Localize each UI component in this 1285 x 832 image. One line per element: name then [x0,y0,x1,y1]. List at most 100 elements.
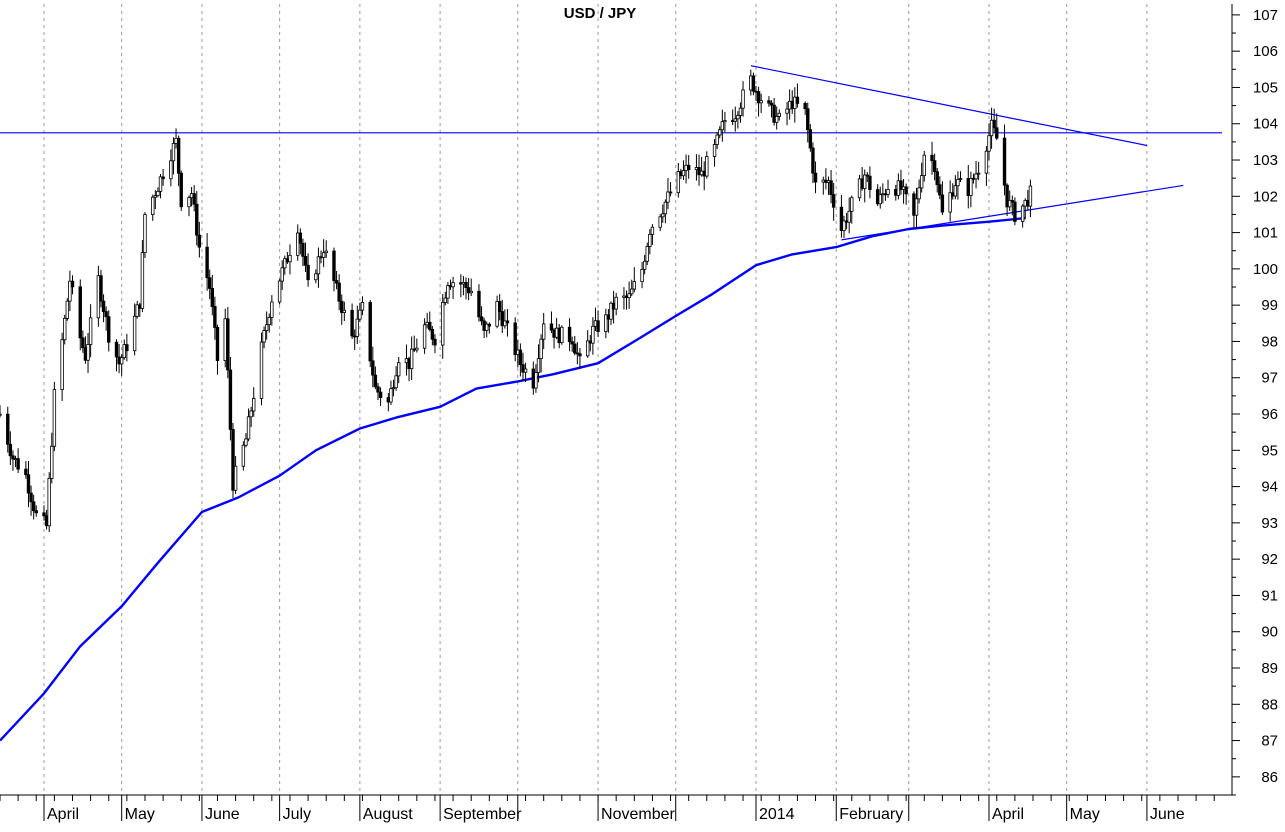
price-body [953,185,958,197]
price-body [720,121,725,131]
price-body [78,286,82,339]
y-tick-label: 97 [1261,370,1278,387]
y-tick-label: 105 [1253,79,1278,96]
price-body [187,197,191,208]
price-body [368,302,372,362]
y-tick-label: 88 [1261,696,1278,713]
price-body [226,318,230,371]
price-body [767,100,771,104]
price-body [158,176,163,192]
price-body [358,309,362,320]
price-body [578,353,582,357]
price-body [143,214,147,253]
price-body [446,285,450,299]
moving-average-line [0,216,1026,742]
price-body [922,154,926,177]
price-body [176,137,181,174]
price-body [409,348,414,370]
price-body [65,300,70,319]
price-body [1008,199,1012,208]
price-body [114,341,119,358]
price-body [171,143,176,162]
price-body [301,242,305,257]
price-body [16,458,20,470]
price-body [995,127,999,139]
y-tick-label: 100 [1253,261,1278,278]
price-body [469,290,473,294]
price-body [585,340,590,357]
price-body [645,246,649,262]
price-body [233,465,238,491]
price-body [992,119,996,129]
price-body [262,330,266,343]
price-body [70,280,75,288]
x-tick-label: June [1150,806,1185,823]
price-body [296,232,300,256]
price-body [298,232,303,244]
price-body [686,164,691,171]
price-body [886,188,890,195]
y-tick-label: 92 [1261,551,1278,568]
price-body [215,326,220,361]
price-body [774,115,779,123]
x-tick-label: April [47,806,79,823]
price-body [549,323,554,331]
price-body [332,250,336,281]
y-tick-label: 103 [1253,152,1278,169]
price-body [640,268,644,282]
price-body [777,112,781,117]
price-body [422,324,427,349]
price-body [940,194,945,213]
price-body [477,290,481,318]
price-body [808,129,813,149]
price-body [288,254,292,263]
price-body [878,194,882,205]
price-body [718,129,722,136]
price-body [627,293,631,299]
price-body [513,322,517,355]
price-body [68,280,72,302]
price-body [443,297,448,303]
price-body [609,302,613,320]
price-body [658,216,662,228]
price-body [464,281,468,288]
price-body [642,260,647,270]
price-body [373,374,378,388]
price-body [803,103,807,110]
price-body [932,160,937,173]
price-body [1005,184,1009,208]
y-tick-label: 107 [1253,7,1278,24]
price-body [756,91,761,104]
price-body [60,339,64,390]
y-tick-label: 99 [1261,297,1278,314]
price-body [122,344,126,359]
price-body [306,264,310,281]
price-body [806,108,810,131]
y-tick-label: 96 [1261,406,1278,423]
price-body [208,277,212,289]
price-body [428,321,432,330]
price-body [394,375,398,389]
price-body [831,194,836,208]
price-body [705,156,709,177]
price-body [205,246,209,279]
price-body [135,304,139,317]
price-body [241,444,246,467]
price-body [500,311,504,327]
price-body [88,317,93,345]
price-body [0,413,2,416]
price-body [497,301,502,312]
price-body [591,325,595,344]
price-body [26,474,31,494]
price-body [430,329,435,340]
price-body [340,300,344,313]
price-body [668,191,673,194]
price-body [270,301,274,318]
price-body [868,175,872,190]
price-body [785,108,789,114]
price-body [451,282,455,288]
price-body [86,344,90,361]
price-body [536,358,541,374]
price-body [914,198,919,216]
price-body [712,144,717,157]
